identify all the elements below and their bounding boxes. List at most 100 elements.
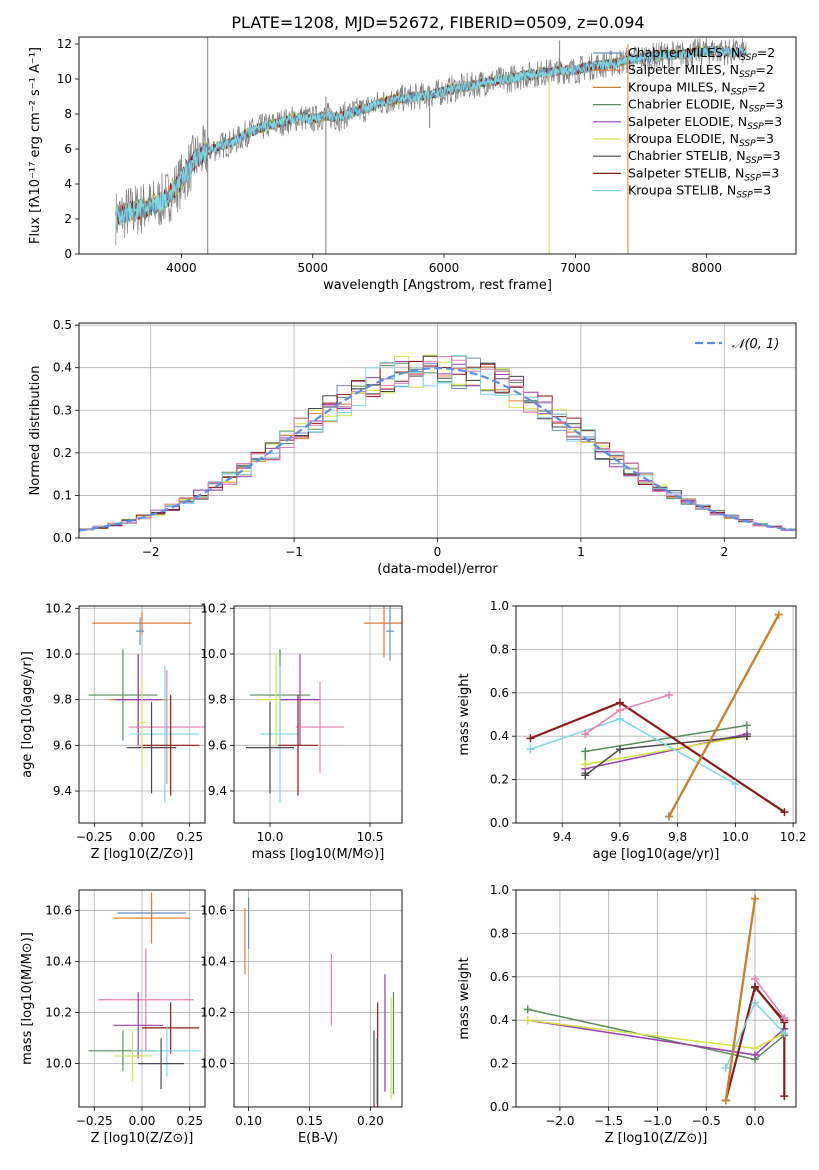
x-axis-label: Z [log10(Z/Z⊙)] (91, 1131, 194, 1146)
y-tick-label: 1.0 (490, 883, 509, 897)
legend-entry-name: Kroupa ELODIE, N (628, 131, 739, 146)
weight-marker (581, 730, 590, 739)
legend-entry-name: Chabrier STELIB, N (628, 148, 746, 163)
y-tick-label: 0.0 (53, 531, 72, 545)
plot-area (246, 606, 402, 803)
y-axis-label: mass [log10(M/M⊙)] (20, 932, 35, 1065)
x-axis-label: wavelength [Angstrom, rest frame] (323, 278, 552, 293)
panel-age_vs_mass: 10.0 10.5 9.4 9.6 9.8 10.0 10.2 mass [log10(M/M… (200, 601, 403, 862)
legend-entry-count: =2 (757, 45, 775, 60)
x-tick-label: −2.0 (545, 1114, 574, 1128)
legend-entry-subscript: SSP (740, 53, 757, 63)
axes-frame (78, 605, 206, 824)
x-axis-label: mass [log10(M/M⊙)] (252, 847, 385, 862)
weight-marker (774, 610, 783, 619)
y-tick-label: 9.6 (53, 738, 72, 752)
x-tick-label: −1 (285, 545, 303, 559)
weight-marker (664, 812, 673, 821)
legend-entry: Chabrier ELODIE, NSSP=3 (628, 97, 783, 115)
y-tick-label: 9.8 (53, 693, 72, 707)
y-tick-label: 10.0 (45, 647, 72, 661)
y-tick-label: 10.0 (200, 1057, 227, 1071)
y-tick-label: 0.4 (490, 729, 509, 743)
y-tick-label: 9.4 (53, 784, 72, 798)
y-tick-label: 10.2 (45, 1006, 72, 1020)
x-tick-label: 1 (577, 545, 585, 559)
legend-entry-name: Kroupa STELIB, N (628, 183, 736, 198)
legend-entry: Salpeter STELIB, NSSP=3 (628, 165, 779, 183)
x-tick-label: 0.20 (357, 1114, 384, 1128)
legend-entry-count: =3 (765, 97, 783, 112)
legend-entry-subscript: SSP (748, 105, 765, 115)
plot-area (88, 892, 202, 1090)
x-tick-label: 9.6 (610, 830, 629, 844)
legend-entry-name: Salpeter STELIB, N (628, 165, 744, 180)
plot-area (79, 354, 796, 532)
plot-area (244, 897, 395, 1107)
x-tick-label: 7000 (560, 261, 591, 275)
x-tick-label: 10.2 (780, 830, 807, 844)
axes-frame (515, 889, 797, 1108)
y-tick-label: 0.2 (490, 1057, 509, 1071)
legend-entry: Salpeter MILES, NSSP=2 (628, 62, 774, 80)
weight-marker (615, 714, 624, 723)
weight-marker (751, 894, 760, 903)
axes-frame (233, 605, 403, 824)
legend-entry-name: Salpeter ELODIE, N (628, 114, 747, 129)
weight-line (754, 978, 785, 1019)
legend-entry-subscript: SSP (731, 87, 748, 97)
panel-massweight_vs_age: 9.4 9.6 9.8 10.0 10.2 0.0 0.2 0.4 0.6 0.8 1.0 age [… (457, 599, 806, 862)
y-tick-label: 10.0 (45, 1057, 72, 1071)
weight-marker (581, 760, 590, 769)
weight-marker (523, 1005, 532, 1014)
weight-line (585, 733, 748, 770)
panel-massweight_vs_Z: −2.0 −1.5 −1.0 −0.5 0.0 0.0 0.2 0.4 0.6 0.8 1.0 Z [… (457, 883, 797, 1146)
y-tick-label: 10.4 (45, 954, 72, 968)
panel-mass_vs_EBV: 0.10 0.15 0.20 10.0 10.2 10.4 10.6 E(B-V) (200, 889, 403, 1146)
x-tick-label: 10.0 (722, 830, 749, 844)
legend-entry-name: Chabrier ELODIE, N (628, 97, 748, 112)
axes-frame (78, 889, 206, 1108)
legend-entry-subscript: SSP (739, 139, 756, 149)
figure-title: PLATE=1208, MJD=52672, FIBERID=0509, z=0… (231, 13, 644, 32)
panel-mass_vs_Z: −0.25 0.00 0.25 10.0 10.2 10.4 10.6 Z [log10(Z/… (20, 889, 206, 1146)
weight-marker (751, 982, 760, 991)
axes-frame (233, 889, 403, 1108)
weight-marker (751, 1044, 760, 1053)
y-tick-label: 8 (64, 107, 72, 121)
x-tick-label: 2 (720, 545, 728, 559)
legend-entry-count: =3 (762, 148, 780, 163)
y-tick-label: 10.2 (200, 601, 227, 615)
y-tick-label: 0.8 (490, 642, 509, 656)
legend-entry: Kroupa ELODIE, NSSP=3 (628, 131, 774, 149)
model-spectrum-line (115, 45, 747, 226)
weight-marker (526, 745, 535, 754)
weight-marker (615, 698, 624, 707)
x-tick-label: 9.4 (553, 830, 572, 844)
legend-entry: Chabrier STELIB, NSSP=3 (628, 148, 781, 166)
legend-entry-count: =2 (756, 62, 774, 77)
residual-histogram (79, 356, 796, 531)
x-axis-label: Z [log10(Z/Z⊙)] (605, 1131, 708, 1146)
legend-entry-subscript: SSP (744, 173, 761, 183)
y-axis-label: Flux [fλ10⁻¹⁷ erg cm⁻² s⁻¹ A⁻¹] (28, 47, 43, 244)
y-tick-label: 0.4 (53, 361, 72, 375)
y-tick-label: 0.5 (53, 318, 72, 332)
y-axis-label: Normed distribution (28, 366, 43, 496)
plot-area (115, 37, 747, 254)
y-tick-label: 0.2 (53, 446, 72, 460)
legend-entry-name: Salpeter MILES, N (628, 62, 739, 77)
weight-marker (526, 734, 535, 743)
plot-area (526, 610, 789, 821)
x-tick-label: −0.25 (76, 830, 113, 844)
weight-marker (523, 1016, 532, 1025)
legend-entry-subscript: SSP (736, 191, 753, 201)
weight-line (668, 614, 780, 818)
weight-marker (780, 1014, 789, 1023)
weight-line (724, 984, 786, 1101)
legend-entry-name: Chabrier MILES, N (628, 45, 740, 60)
panel-age_vs_Z: −0.25 0.00 0.25 9.4 9.6 9.8 10.0 10.2 Z [log10(Z… (20, 601, 206, 862)
y-tick-label: 0.2 (490, 773, 509, 787)
y-tick-label: 10.2 (45, 601, 72, 615)
y-tick-label: 0.4 (490, 1013, 509, 1027)
